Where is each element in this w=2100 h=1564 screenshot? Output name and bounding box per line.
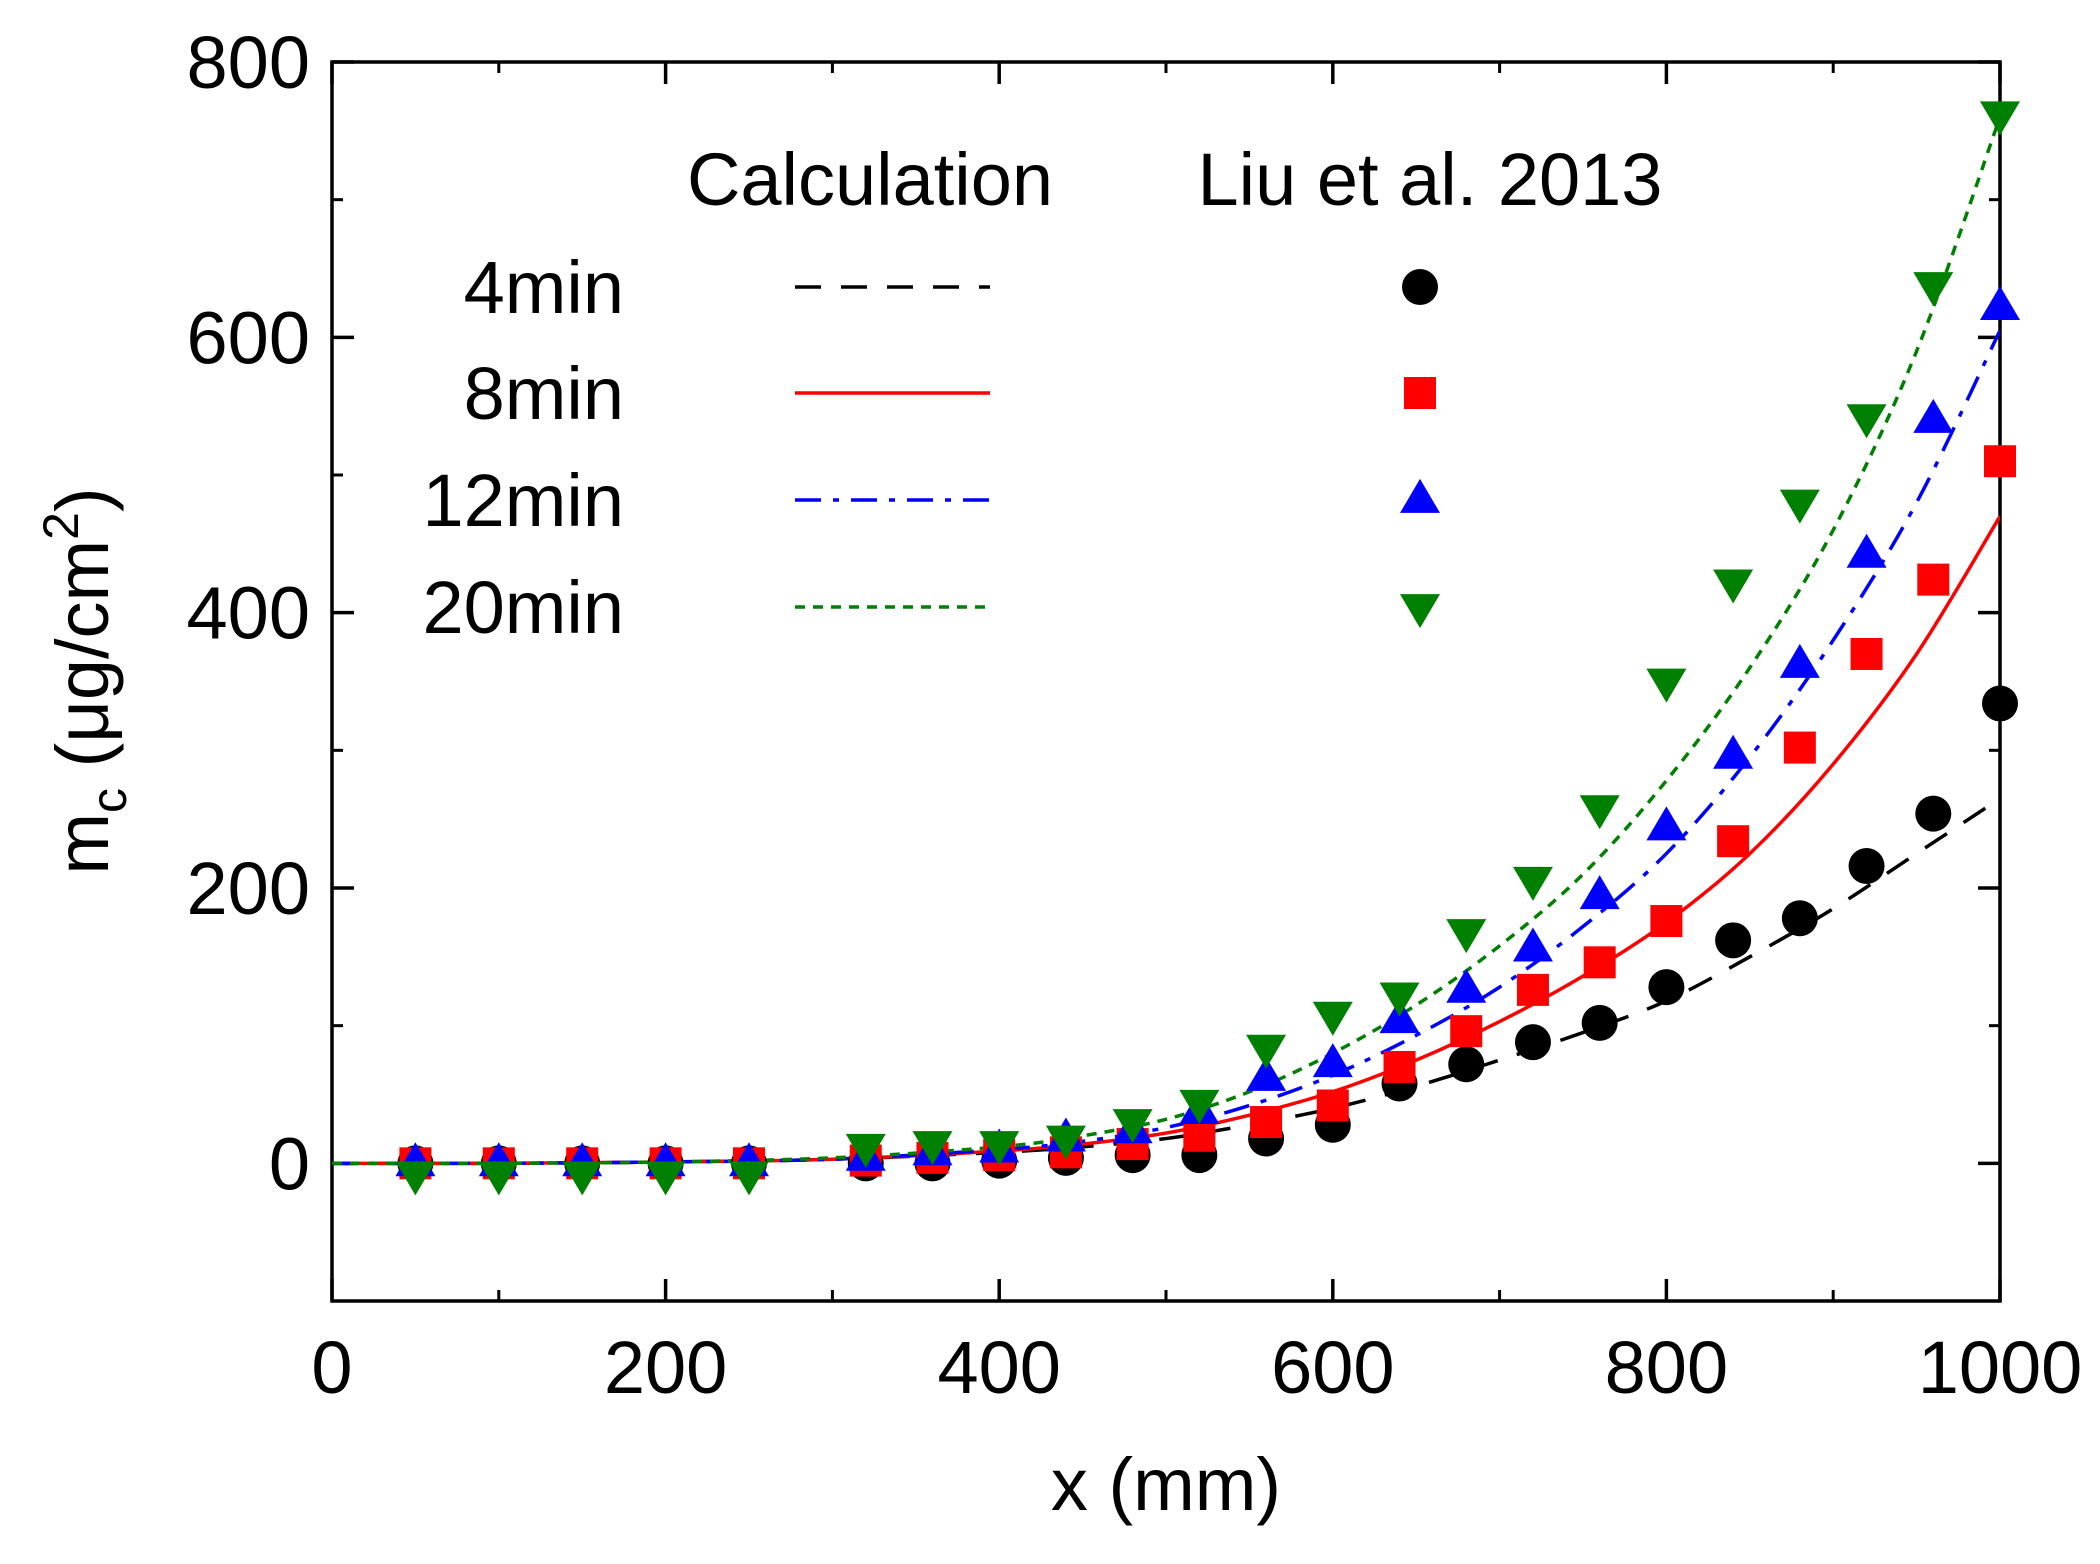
exp-point-20min [912,1131,953,1166]
axis-ticks [330,60,2002,1303]
exp-point-8min [1183,1119,1216,1152]
exp-point-20min [1980,101,2020,136]
exp-point-8min [1450,1015,1483,1048]
exp-point-4min [1648,969,1685,1006]
exp-point-8min [1984,445,2016,478]
y-tick-label: 800 [187,21,310,104]
exp-point-4min [1915,795,1952,832]
legend-marker-4min [1402,269,1438,305]
exp-point-20min [1579,795,1620,830]
exp-point-20min [1312,1001,1353,1036]
exp-point-8min [1383,1050,1416,1083]
exp-point-20min [1179,1089,1220,1124]
legend-header-calculation: Calculation [687,138,1053,221]
exp-point-20min [562,1161,603,1196]
exp-point-12min [1446,968,1487,1003]
exp-point-12min [1646,806,1687,841]
exp-point-20min [1446,919,1487,954]
x-tick-label: 1000 [1918,1326,2083,1409]
exp-point-8min [1583,946,1616,979]
exp-point-20min [1713,569,1754,604]
exp-point-20min [395,1161,436,1196]
x-tick-labels: 0 200 400 600 800 1000 [311,1326,2082,1409]
exp-point-4min [1715,922,1752,959]
exp-point-8min [1316,1089,1349,1122]
x-tick-label: 800 [1605,1326,1728,1409]
exp-point-20min [1846,404,1887,439]
x-axis-label: x (mm) [1051,1443,1281,1526]
exp-point-20min [1379,982,1420,1017]
exp-point-12min [1512,927,1553,962]
exp-point-12min [1579,875,1620,910]
exp-point-20min [729,1161,769,1196]
exp-point-8min [1850,637,1883,670]
exp-point-4min [1848,847,1885,884]
y-tick-label: 400 [187,572,310,655]
exp-point-8min [1250,1106,1283,1139]
exp-point-4min [1448,1046,1485,1083]
exp-point-20min [1913,272,1954,307]
exp-point-20min [478,1161,519,1196]
x-tick-label: 600 [1271,1326,1394,1409]
legend-marker-8min [1404,377,1436,409]
exp-point-4min [1514,1024,1551,1061]
y-tick-label: 200 [187,847,310,930]
legend-marker-12min [1400,478,1440,513]
calc-line-12min [332,329,2000,1166]
exp-point-20min [1246,1034,1287,1069]
exp-point-12min [1980,285,2020,320]
exp-point-4min [1581,1004,1618,1041]
exp-point-20min [1112,1109,1153,1144]
legend-label-4min: 4min [464,246,624,329]
exp-point-4min [1781,900,1818,937]
x-tick-label: 0 [311,1326,352,1409]
legend-label-20min: 20min [422,566,624,649]
exp-point-8min [1516,973,1549,1006]
exp-point-20min [845,1133,886,1168]
exp-series-12min [395,285,2020,1177]
exp-point-20min [1779,489,1820,524]
y-tick-labels: 0 200 400 600 800 [187,21,310,1205]
x-tick-label: 400 [937,1326,1060,1409]
legend-marker-20min [1400,594,1440,629]
x-tick-label: 200 [604,1326,727,1409]
legend-header-experiment: Liu et al. 2013 [1198,138,1663,221]
legend-label-8min: 8min [464,352,624,435]
exp-point-12min [1312,1043,1353,1078]
exp-series-20min [395,101,2020,1196]
exp-point-12min [1246,1056,1287,1091]
exp-point-8min [1717,825,1750,858]
exp-point-12min [1846,533,1887,568]
exp-point-12min [1779,643,1820,678]
exp-point-8min [1917,563,1950,596]
y-tick-label: 0 [269,1122,310,1205]
exp-point-20min [1646,668,1687,703]
legend-label-12min: 12min [422,459,624,542]
exp-point-4min [1982,685,2018,722]
exp-point-20min [979,1131,1020,1166]
exp-point-20min [1512,866,1553,901]
exp-point-8min [1650,905,1683,938]
legend: Calculation Liu et al. 2013 4min 8min 12mi… [422,138,1662,649]
exp-point-12min [1713,734,1754,769]
y-tick-label: 600 [187,296,310,379]
exp-point-12min [1913,398,1954,433]
exp-point-20min [1045,1125,1086,1160]
y-axis-label: mc (μg/cm2) [33,487,137,874]
exp-point-8min [1783,731,1816,764]
experiment-markers [395,101,2020,1196]
exp-point-20min [645,1161,686,1196]
exp-series-8min [399,445,2016,1180]
